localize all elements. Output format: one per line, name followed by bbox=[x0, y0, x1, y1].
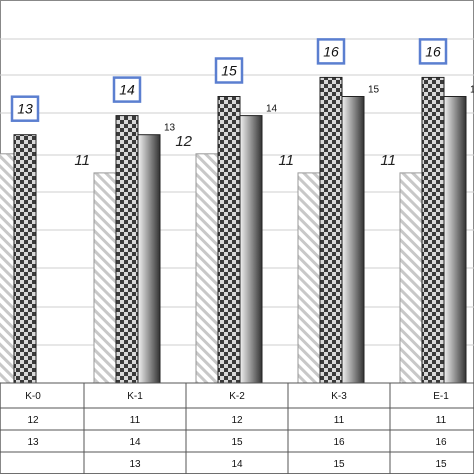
bar-s1-E-1 bbox=[399, 172, 423, 384]
table-cell-r3-K-2: 14 bbox=[231, 459, 243, 470]
bar-s1-K-0 bbox=[0, 153, 15, 384]
bar-s2-K-3 bbox=[319, 76, 343, 384]
bar-s1-K-2 bbox=[195, 153, 219, 384]
bar-s2-K-2 bbox=[217, 96, 241, 384]
table-cell-r3-K-3: 15 bbox=[333, 459, 345, 470]
table-cell-r1-K-1: 11 bbox=[130, 415, 141, 426]
table-cell-r3-E-1: 15 bbox=[435, 459, 447, 470]
data-label-s2-K-2: 15 bbox=[221, 63, 237, 79]
bar-s3-K-2 bbox=[239, 115, 263, 384]
category-label-E-1: E-1 bbox=[433, 391, 449, 402]
data-label-s1-K-1: 11 bbox=[74, 152, 90, 169]
category-label-K-1: K-1 bbox=[127, 391, 143, 402]
data-label-s1-K-2: 12 bbox=[175, 133, 192, 150]
table-cell-r2-K-2: 15 bbox=[231, 437, 243, 448]
data-label-s3-E-1: 15 bbox=[470, 85, 474, 96]
data-label-s2-K-1: 14 bbox=[119, 82, 135, 98]
bar-s2-K-1 bbox=[115, 115, 139, 384]
data-label-box-K-3 bbox=[316, 38, 346, 65]
bar-s3-K-3 bbox=[341, 96, 365, 384]
data-label-s1-E-1: 11 bbox=[380, 152, 396, 169]
data-label-box-K-0 bbox=[10, 95, 40, 122]
bar-s2-E-1 bbox=[421, 76, 445, 384]
data-label-s1-K-3: 11 bbox=[278, 152, 294, 169]
data-label-s2-K-3: 16 bbox=[323, 43, 339, 59]
bar-s1-K-1 bbox=[93, 172, 117, 384]
table-cell-r3-K-1: 13 bbox=[129, 459, 141, 470]
table-cell-r2-K-0: 13 bbox=[27, 437, 39, 448]
data-table: K-0 12 13 K-1 11 14 13 K-2 12 15 14 K-3 11 16 15 E-1 11 1… bbox=[0, 382, 474, 474]
data-label-box-E-1 bbox=[418, 38, 448, 65]
data-labels: 1213111413121514111615111615 bbox=[10, 38, 474, 169]
bar-s1-K-3 bbox=[297, 172, 321, 384]
table-cell-r2-E-1: 16 bbox=[435, 437, 447, 448]
bar-s2-K-0 bbox=[13, 134, 37, 384]
bar-s3-K-1 bbox=[137, 134, 161, 384]
table-cell-r1-K-2: 12 bbox=[231, 415, 243, 426]
data-label-s2-E-1: 16 bbox=[425, 43, 441, 59]
data-label-box-K-1 bbox=[112, 76, 142, 103]
table-cell-r2-K-1: 14 bbox=[129, 437, 141, 448]
category-label-K-0: K-0 bbox=[25, 391, 41, 402]
data-label-s3-K-2: 14 bbox=[266, 104, 278, 115]
table-cell-r2-K-3: 16 bbox=[333, 437, 345, 448]
data-label-box-K-2 bbox=[214, 57, 244, 84]
table-cell-r1-E-1: 11 bbox=[436, 415, 447, 426]
table-cell-r1-K-0: 12 bbox=[27, 415, 39, 426]
category-label-K-2: K-2 bbox=[229, 391, 245, 402]
bar-s3-E-1 bbox=[443, 96, 467, 384]
data-label-s3-K-3: 15 bbox=[368, 85, 380, 96]
data-label-s2-K-0: 13 bbox=[17, 101, 33, 117]
table-cell-r1-K-3: 11 bbox=[334, 415, 345, 426]
category-label-K-3: K-3 bbox=[331, 391, 347, 402]
data-label-s3-K-1: 13 bbox=[164, 123, 176, 134]
